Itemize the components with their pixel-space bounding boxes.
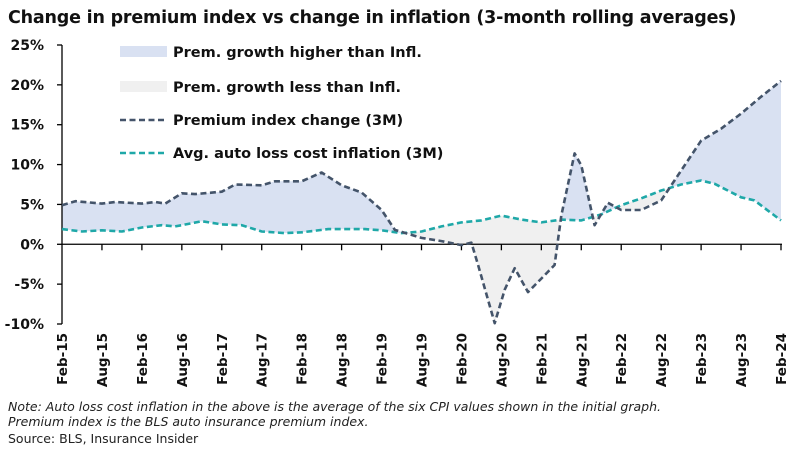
y-tick-label: 25% (10, 38, 44, 54)
x-tick-label: Feb-18 (295, 333, 311, 385)
chart-source: Source: BLS, Insurance Insider (8, 431, 199, 446)
legend-label-premium: Premium index change (3M) (173, 113, 403, 129)
y-tick-label: 0% (20, 237, 44, 253)
y-tick-label: -5% (14, 277, 44, 293)
y-tick-label: 10% (10, 158, 44, 174)
x-tick-label: Feb-23 (694, 333, 710, 385)
x-tick-label: Feb-15 (55, 333, 71, 385)
x-tick-label: Aug-15 (95, 333, 111, 387)
x-tick-label: Feb-22 (614, 333, 630, 385)
inflation-line (61, 179, 782, 235)
x-tick-label: Feb-19 (375, 333, 391, 385)
x-tick-label: Aug-17 (255, 333, 271, 387)
chart-title: Change in premium index vs change in inf… (8, 8, 737, 28)
premium-line (61, 79, 782, 325)
x-tick-label: Feb-21 (534, 333, 550, 385)
x-tick-label: Aug-18 (335, 333, 351, 387)
fill-areas (62, 80, 781, 324)
legend-label-inflation: Avg. auto loss cost inflation (3M) (173, 146, 443, 162)
x-tick-label: Aug-22 (654, 333, 670, 387)
x-tick-label: Aug-20 (494, 333, 510, 387)
area-premium-higher (560, 153, 593, 221)
legend-swatch-lower (120, 81, 167, 92)
y-tick-label: 5% (20, 197, 44, 213)
x-tick-label: Aug-23 (734, 333, 750, 387)
chart-note: Note: Auto loss cost inflation in the ab… (8, 399, 661, 429)
legend: Prem. growth higher than Infl. Prem. grow… (120, 45, 443, 162)
x-tick-label: Aug-21 (574, 333, 590, 387)
x-tick-label: Feb-17 (215, 333, 231, 385)
x-tick-label: Feb-20 (454, 333, 470, 385)
x-tick-label: Feb-24 (774, 333, 790, 385)
y-tick-label: 15% (10, 118, 44, 134)
y-tick-label: -10% (5, 317, 44, 333)
series-lines (61, 79, 782, 325)
x-tick-label: Aug-19 (415, 333, 431, 387)
x-tick-label: Feb-16 (135, 333, 151, 385)
legend-label-lower: Prem. growth less than Infl. (173, 80, 401, 96)
legend-label-higher: Prem. growth higher than Infl. (173, 45, 422, 61)
legend-swatch-higher (120, 46, 167, 57)
area-premium-higher (669, 80, 781, 221)
y-tick-label: 20% (10, 78, 44, 94)
area-premium-higher (62, 172, 405, 234)
axes: 25% 20% 15% 10% 5% 0% -5% -10% Feb-15 Aug-15 Feb-1… (5, 38, 790, 387)
area-premium-lower (404, 215, 561, 324)
x-tick-label: Aug-16 (175, 333, 191, 387)
